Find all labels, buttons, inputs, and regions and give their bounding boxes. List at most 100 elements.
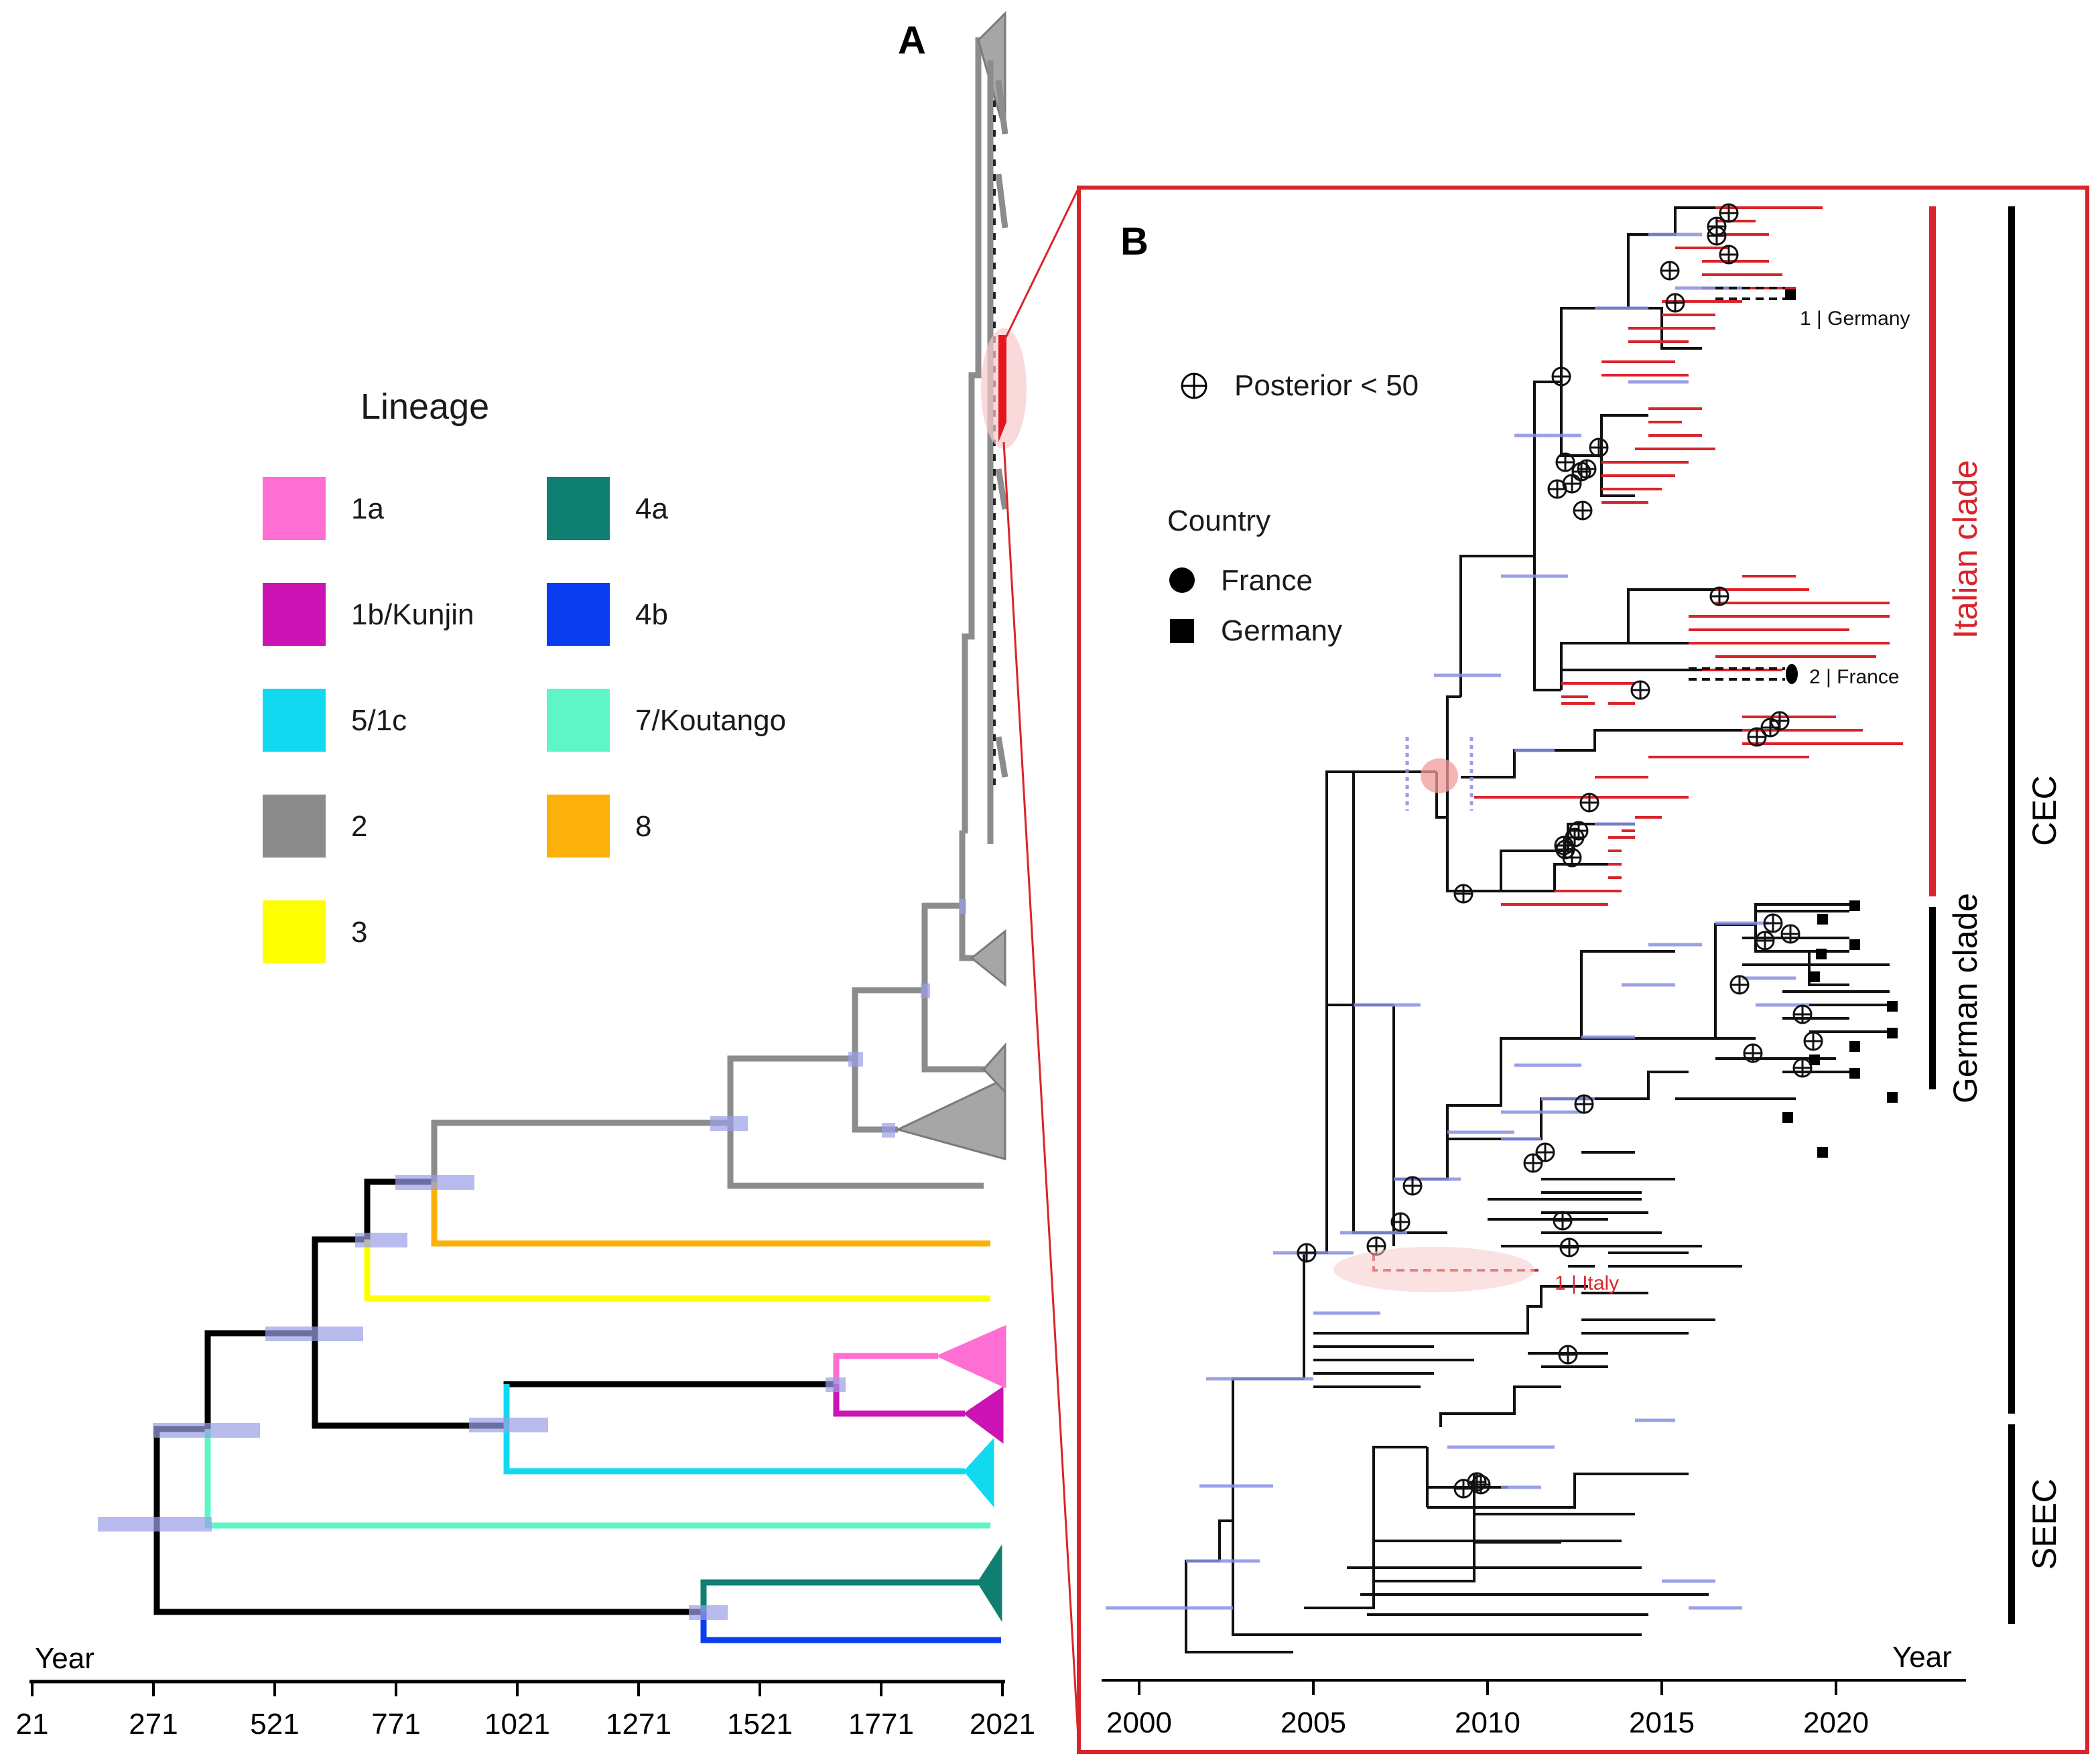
axis-tick-label: 2015 xyxy=(1629,1706,1695,1739)
b-seec-branches xyxy=(1347,1385,1709,1616)
hpd-bar xyxy=(355,1233,407,1247)
germany-dashed-link xyxy=(1715,287,1785,300)
italian-inner xyxy=(1461,206,1742,892)
branch-4 xyxy=(700,1579,990,1612)
branch-koutango xyxy=(204,1429,990,1529)
legend-swatch xyxy=(547,795,610,858)
posterior-node xyxy=(1719,245,1739,265)
panel-a-hpd-bars xyxy=(98,899,966,1620)
germany-tip-square xyxy=(1817,1147,1828,1158)
posterior-node xyxy=(1589,437,1609,458)
panel-b-border xyxy=(1077,186,2089,1754)
country-legend-germany: Germany xyxy=(1221,614,1342,647)
germany-tip-square xyxy=(1887,1092,1898,1103)
posterior-node xyxy=(1569,821,1589,841)
axis-tick-label: 771 xyxy=(371,1708,420,1741)
posterior-node xyxy=(1719,203,1739,223)
branch-root xyxy=(153,1426,704,1615)
b-cec-mid xyxy=(1325,1005,1702,1247)
legend-swatch xyxy=(263,477,326,540)
panel-b-axis-ticks: 2000 2005 2010 2015 2020 xyxy=(1106,1680,1869,1739)
italian-extra xyxy=(1561,695,1588,698)
branch-2-stem xyxy=(431,1120,730,1182)
legend-swatch xyxy=(547,689,610,752)
panel-a-axis: Year 21 271 521 771 1021 1271 1521 1771 2021 xyxy=(16,1642,1035,1741)
germany-tip-square xyxy=(1849,1068,1860,1079)
posterior-node xyxy=(1558,1345,1578,1365)
clade-1a-triangle xyxy=(935,1325,1006,1389)
legend-title: Lineage xyxy=(360,387,489,427)
posterior-node xyxy=(1471,1475,1491,1495)
clade-4a-triangle xyxy=(977,1544,1002,1623)
panel-b-italian-tips xyxy=(1461,206,1903,906)
clade-2-upper-stack xyxy=(987,60,1008,844)
posterior-node xyxy=(1574,1094,1594,1114)
clade-2c-triangle xyxy=(970,929,1006,988)
branch-1c xyxy=(503,1384,965,1475)
axis-tick-label: 2021 xyxy=(970,1708,1035,1741)
hpd-bar xyxy=(710,1116,748,1131)
posterior-node xyxy=(1665,293,1685,313)
axis-tick-label: 2000 xyxy=(1106,1706,1172,1739)
clade-1c-triangle xyxy=(964,1438,994,1508)
square-icon xyxy=(1170,619,1194,643)
axis-tick-label: 271 xyxy=(129,1708,178,1741)
clade-brackets xyxy=(1929,206,2015,1624)
posterior-node xyxy=(1555,452,1575,472)
hpd-bar xyxy=(960,899,966,914)
legend-label: 7/Koutango xyxy=(635,704,786,737)
branch-8 xyxy=(431,1182,990,1247)
hpd-bar xyxy=(265,1327,363,1341)
legend-swatch xyxy=(263,795,326,858)
b-italian-top xyxy=(1459,381,1561,697)
germany-tip-square xyxy=(1849,939,1860,950)
clade-2a-triangle xyxy=(895,1077,1006,1160)
posterior-node xyxy=(1297,1243,1317,1263)
legend-label: 2 xyxy=(351,810,367,843)
country-legend-title: Country xyxy=(1167,504,1270,537)
germany-tip-square xyxy=(1782,1112,1793,1123)
posterior-node xyxy=(1577,459,1597,479)
germany-annotation: 1 | Germany xyxy=(1800,308,1910,330)
b-cec-main xyxy=(1352,770,1447,1234)
hpd-bar xyxy=(921,983,930,998)
hpd-bar xyxy=(689,1605,728,1620)
zoom-connector xyxy=(1002,187,1080,1749)
branch-main xyxy=(204,1330,315,1429)
germany-tip-square xyxy=(1849,1041,1860,1052)
germany-tip-square xyxy=(1817,914,1828,925)
panel-a-axis-title: Year xyxy=(35,1642,94,1675)
branch-upper xyxy=(312,1178,434,1333)
branch-2-inner xyxy=(727,1055,898,1133)
axis-tick-label: 1771 xyxy=(848,1708,914,1741)
posterior-node xyxy=(1803,1031,1823,1051)
legend-swatch xyxy=(263,583,326,646)
italy-introduction-highlight xyxy=(1333,1247,1534,1292)
panel-b-tip-markers xyxy=(1782,289,1898,1158)
b-german-clade xyxy=(1446,903,1890,1139)
posterior-node xyxy=(1763,913,1783,933)
germany-tip-square xyxy=(1887,1001,1898,1012)
posterior-node xyxy=(1579,793,1599,813)
axis-tick-label: 2020 xyxy=(1803,1706,1869,1739)
legend-label: 1b/Kunjin xyxy=(351,598,474,631)
legend-label: 5/1c xyxy=(351,704,407,737)
posterior-node xyxy=(1553,1211,1573,1231)
germany-tip-square xyxy=(1816,949,1827,959)
hpd-bars-b xyxy=(1106,232,1809,1610)
posterior-node xyxy=(1551,366,1571,387)
axis-tick-label: 521 xyxy=(250,1708,299,1741)
legend-swatch xyxy=(263,689,326,752)
legend-label: 4b xyxy=(635,598,668,631)
posterior-node xyxy=(1630,680,1650,700)
axis-tick-label: 21 xyxy=(16,1708,49,1741)
panel-a-collapsed-clades xyxy=(895,11,1027,1623)
legend-label: 1a xyxy=(351,492,384,525)
posterior-legend-label: Posterior < 50 xyxy=(1234,369,1419,402)
france-dashed-link xyxy=(1689,667,1785,681)
posterior-node xyxy=(1555,839,1575,860)
posterior-node xyxy=(1573,500,1593,521)
germany-tip-square xyxy=(1785,289,1796,300)
clade-1b-triangle xyxy=(963,1386,1004,1444)
